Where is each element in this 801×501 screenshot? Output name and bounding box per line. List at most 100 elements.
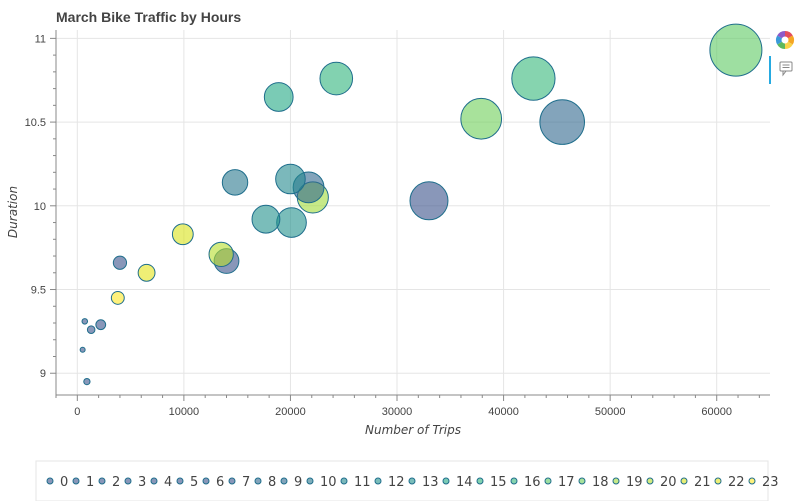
point-hour-4 xyxy=(79,346,86,353)
x-tick-label: 20000 xyxy=(275,406,306,418)
legend-item-21[interactable]: 21 xyxy=(680,475,711,490)
legend-marker xyxy=(476,477,484,485)
legend-label: 19 xyxy=(626,475,643,490)
legend-label: 6 xyxy=(216,475,224,490)
point-hour-22 xyxy=(137,263,156,282)
point-hour-16 xyxy=(511,56,556,101)
point-hour-18 xyxy=(460,97,503,140)
legend-marker xyxy=(72,477,80,485)
point-hour-14 xyxy=(263,82,294,112)
legend-marker xyxy=(714,477,722,485)
legend-item-22[interactable]: 22 xyxy=(714,475,745,490)
legend-label: 16 xyxy=(524,475,541,490)
chart-title: March Bike Traffic by Hours xyxy=(56,9,241,25)
legend-label: 0 xyxy=(60,475,68,490)
legend-item-9[interactable]: 9 xyxy=(280,475,302,490)
legend-item-15[interactable]: 15 xyxy=(476,475,507,490)
point-hour-12 xyxy=(251,204,281,234)
legend-label: 9 xyxy=(294,475,302,490)
legend-marker xyxy=(578,477,586,485)
legend-label: 7 xyxy=(242,475,250,490)
legend-item-16[interactable]: 16 xyxy=(510,475,541,490)
point-hour-13 xyxy=(276,207,307,238)
point-hour-20 xyxy=(208,241,234,268)
legend-item-1[interactable]: 1 xyxy=(72,475,94,490)
legend-marker xyxy=(306,477,314,485)
legend-marker xyxy=(748,477,756,485)
legend-marker xyxy=(374,477,382,485)
legend-marker xyxy=(442,477,450,485)
legend-marker xyxy=(510,477,518,485)
legend-label: 14 xyxy=(456,475,473,490)
legend-item-20[interactable]: 20 xyxy=(646,475,677,490)
legend-item-3[interactable]: 3 xyxy=(124,475,146,490)
legend-item-7[interactable]: 7 xyxy=(228,475,250,490)
legend-item-5[interactable]: 5 xyxy=(176,475,198,490)
legend-marker xyxy=(340,477,348,485)
hover-tool-icon[interactable] xyxy=(779,61,793,77)
legend-marker xyxy=(646,477,654,485)
points xyxy=(79,23,763,386)
legend-label: 2 xyxy=(112,475,120,490)
y-tick-label: 9.5 xyxy=(31,285,46,297)
legend-label: 11 xyxy=(354,475,371,490)
point-hour-17 xyxy=(709,23,763,77)
point-hour-15 xyxy=(319,61,354,96)
y-tick-label: 10.5 xyxy=(25,117,46,129)
legend-label: 15 xyxy=(490,475,507,490)
legend-marker xyxy=(150,477,158,485)
point-hour-8 xyxy=(539,99,586,145)
legend-label: 20 xyxy=(660,475,677,490)
legend-label: 12 xyxy=(388,475,405,490)
x-ticks: 0 10000 20000 30000 40000 50000 60000 xyxy=(55,395,760,418)
point-hour-21 xyxy=(171,223,194,246)
legend: 0 1 2 3 4 5 6 7 8 9 10 11 12 13 14 15 16 17 18 19 20 21 22 23 xyxy=(46,475,779,490)
point-hour-11 xyxy=(275,163,306,195)
legend-item-19[interactable]: 19 xyxy=(612,475,643,490)
x-tick-label: 0 xyxy=(74,406,80,418)
legend-marker xyxy=(280,477,288,485)
x-tick-label: 10000 xyxy=(169,406,200,418)
point-hour-23 xyxy=(110,290,125,305)
legend-item-4[interactable]: 4 xyxy=(150,475,172,490)
legend-item-23[interactable]: 23 xyxy=(748,475,779,490)
x-tick-label: 60000 xyxy=(701,406,732,418)
x-tick-label: 30000 xyxy=(382,406,413,418)
y-axis-label: Duration xyxy=(6,186,20,238)
y-ticks: 9 9.5 10 10.5 11 xyxy=(25,33,56,380)
legend-marker xyxy=(544,477,552,485)
bokeh-logo-icon[interactable] xyxy=(775,30,795,50)
legend-item-8[interactable]: 8 xyxy=(254,475,276,490)
legend-item-2[interactable]: 2 xyxy=(98,475,120,490)
legend-marker xyxy=(254,477,262,485)
legend-label: 5 xyxy=(190,475,198,490)
y-tick-label: 9 xyxy=(40,368,46,380)
legend-label: 3 xyxy=(138,475,146,490)
legend-item-11[interactable]: 11 xyxy=(340,475,371,490)
legend-label: 21 xyxy=(694,475,711,490)
grid xyxy=(56,30,770,395)
legend-item-17[interactable]: 17 xyxy=(544,475,575,490)
legend-marker xyxy=(176,477,184,485)
legend-item-14[interactable]: 14 xyxy=(442,475,473,490)
legend-item-12[interactable]: 12 xyxy=(374,475,405,490)
legend-marker xyxy=(202,477,210,485)
y-tick-label: 11 xyxy=(35,33,46,45)
x-tick-label: 40000 xyxy=(488,406,519,418)
point-hour-10 xyxy=(221,169,249,196)
point-hour-1 xyxy=(95,319,107,331)
legend-item-6[interactable]: 6 xyxy=(202,475,224,490)
legend-item-0[interactable]: 0 xyxy=(46,475,68,490)
legend-label: 18 xyxy=(592,475,609,490)
legend-item-10[interactable]: 10 xyxy=(306,475,337,490)
point-hour-0 xyxy=(112,255,128,270)
point-hour-7 xyxy=(409,181,449,221)
legend-label: 8 xyxy=(268,475,276,490)
legend-item-18[interactable]: 18 xyxy=(578,475,609,490)
legend-item-13[interactable]: 13 xyxy=(408,475,439,490)
legend-marker xyxy=(612,477,620,485)
legend-marker xyxy=(228,477,236,485)
x-axis-label: Number of Trips xyxy=(365,423,461,437)
point-hour-5 xyxy=(83,377,91,386)
